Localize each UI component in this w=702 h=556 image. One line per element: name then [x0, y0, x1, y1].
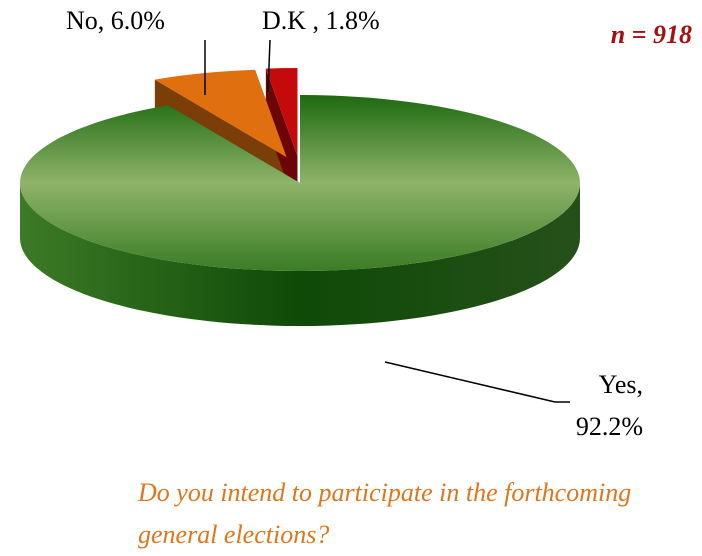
chart-title: Do you intend to participate in the fort… [138, 478, 632, 549]
data-label: Yes, 92.2% [575, 370, 643, 441]
slice [19, 95, 580, 271]
slice [154, 69, 287, 158]
annotation: n = 918 [610, 20, 692, 49]
data-label: No, 6.0% [66, 6, 165, 35]
slice [265, 68, 298, 157]
pie [19, 68, 580, 326]
data-label: D.K , 1.8% [262, 6, 380, 35]
slice-wall [20, 183, 580, 326]
slice-side [265, 68, 298, 212]
leader-line [384, 361, 570, 403]
leader-line [267, 39, 271, 93]
